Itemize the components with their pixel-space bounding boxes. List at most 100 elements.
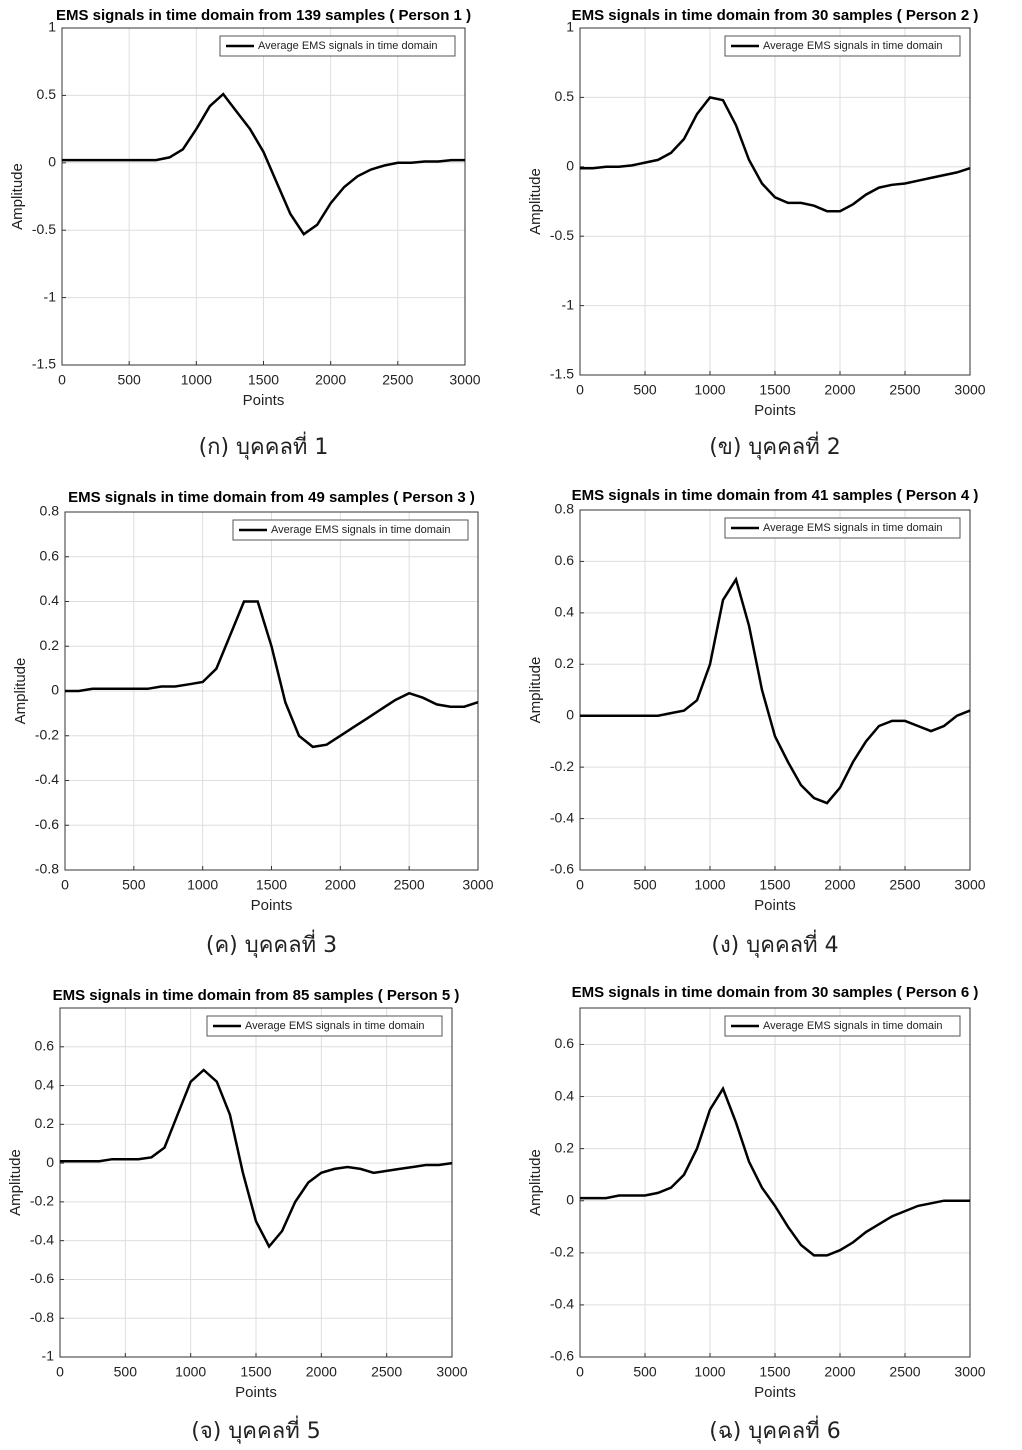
x-tick-label: 0 <box>576 1364 584 1380</box>
x-tick-label: 1500 <box>759 382 790 398</box>
figure-caption: (ข) บุคคลที่ 2 <box>709 431 841 460</box>
x-tick-label: 2500 <box>889 1364 920 1380</box>
legend-text: Average EMS signals in time domain <box>763 40 943 52</box>
y-tick-label: 0 <box>46 1154 54 1170</box>
x-tick-label: 3000 <box>954 877 985 893</box>
y-axis-label: Amplitude <box>12 658 29 725</box>
x-tick-label: 3000 <box>954 382 985 398</box>
y-tick-label: 0.4 <box>555 1087 575 1103</box>
y-tick-label: -0.2 <box>35 726 59 742</box>
x-tick-label: 1000 <box>694 382 725 398</box>
chart-title: EMS signals in time domain from 41 sampl… <box>572 487 979 504</box>
y-tick-label: -0.8 <box>35 861 59 877</box>
y-axis-label: Amplitude <box>527 168 544 235</box>
chart-title: EMS signals in time domain from 30 sampl… <box>572 7 979 24</box>
x-tick-label: 2000 <box>325 877 356 893</box>
legend-text: Average EMS signals in time domain <box>245 1020 425 1032</box>
y-tick-label: 0.4 <box>555 604 575 620</box>
x-tick-label: 2500 <box>394 877 425 893</box>
chart-title: EMS signals in time domain from 139 samp… <box>56 7 471 24</box>
x-tick-label: 2000 <box>824 1364 855 1380</box>
y-tick-label: 0.2 <box>555 1139 575 1155</box>
legend-text: Average EMS signals in time domain <box>763 522 943 534</box>
y-axis-label: Amplitude <box>9 163 26 230</box>
x-tick-label: 500 <box>122 877 146 893</box>
x-axis-label: Points <box>235 1384 277 1401</box>
y-tick-label: 0.5 <box>37 86 57 102</box>
y-tick-label: 0.2 <box>35 1115 55 1131</box>
y-tick-label: 0.8 <box>40 503 60 519</box>
y-tick-label: 0.6 <box>555 552 575 568</box>
y-tick-label: 0.6 <box>35 1037 55 1053</box>
figure-caption: (ค) บุคคลที่ 3 <box>206 929 337 958</box>
x-tick-label: 500 <box>117 372 141 388</box>
chart-panel: -0.8-0.6-0.4-0.200.20.40.60.805001000150… <box>12 489 494 958</box>
x-tick-label: 500 <box>633 1364 657 1380</box>
x-tick-label: 1500 <box>759 877 790 893</box>
y-tick-label: 0 <box>51 682 59 698</box>
x-tick-label: 500 <box>633 877 657 893</box>
y-tick-label: -1 <box>44 288 57 304</box>
y-tick-label: -1.5 <box>32 356 56 372</box>
x-axis-label: Points <box>754 402 796 419</box>
x-tick-label: 1000 <box>175 1364 206 1380</box>
y-tick-label: -0.2 <box>550 758 574 774</box>
figure-caption: (ก) บุคคลที่ 1 <box>199 431 329 460</box>
x-tick-label: 3000 <box>436 1364 467 1380</box>
chart-title: EMS signals in time domain from 49 sampl… <box>68 489 475 506</box>
x-tick-label: 0 <box>58 372 66 388</box>
y-tick-label: -1 <box>562 296 575 312</box>
x-tick-label: 1500 <box>256 877 287 893</box>
chart-panel: -1.5-1-0.500.51050010001500200025003000A… <box>9 7 481 460</box>
x-tick-label: 0 <box>61 877 69 893</box>
y-tick-label: -0.4 <box>550 1296 574 1312</box>
x-axis-label: Points <box>754 1384 796 1401</box>
x-tick-label: 1000 <box>694 877 725 893</box>
y-tick-label: 0 <box>48 154 56 170</box>
chart-title: EMS signals in time domain from 30 sampl… <box>572 984 979 1001</box>
x-tick-label: 1000 <box>181 372 212 388</box>
chart-panel: -1-0.8-0.6-0.4-0.200.20.40.6050010001500… <box>7 987 468 1444</box>
y-tick-label: 0.5 <box>555 88 575 104</box>
x-axis-label: Points <box>754 897 796 914</box>
x-tick-label: 2500 <box>889 877 920 893</box>
x-tick-label: 2500 <box>382 372 413 388</box>
x-tick-label: 1500 <box>759 1364 790 1380</box>
y-tick-label: -0.6 <box>30 1270 54 1286</box>
x-tick-label: 1500 <box>240 1364 271 1380</box>
chart-panel: -1.5-1-0.500.51050010001500200025003000A… <box>527 7 986 460</box>
x-tick-label: 1500 <box>248 372 279 388</box>
y-tick-label: 0.4 <box>35 1076 55 1092</box>
x-tick-label: 0 <box>56 1364 64 1380</box>
y-tick-label: 0.4 <box>40 592 60 608</box>
y-tick-label: 0.6 <box>40 547 60 563</box>
chart-title: EMS signals in time domain from 85 sampl… <box>53 987 460 1004</box>
chart-panel: -0.6-0.4-0.200.20.40.60.8050010001500200… <box>527 487 986 958</box>
x-tick-label: 2000 <box>824 382 855 398</box>
x-tick-label: 2500 <box>889 382 920 398</box>
x-tick-label: 1000 <box>187 877 218 893</box>
y-tick-label: 0.2 <box>555 655 575 671</box>
chart-panel: -0.6-0.4-0.200.20.40.6050010001500200025… <box>527 984 986 1444</box>
x-axis-label: Points <box>243 392 285 409</box>
y-tick-label: -0.6 <box>550 1348 574 1364</box>
x-tick-label: 1000 <box>694 1364 725 1380</box>
x-axis-label: Points <box>251 897 293 914</box>
y-tick-label: 0 <box>566 706 574 722</box>
x-tick-label: 500 <box>114 1364 138 1380</box>
y-tick-label: 0 <box>566 158 574 174</box>
figure-caption: (ฉ) บุคคลที่ 6 <box>709 1415 841 1444</box>
legend-text: Average EMS signals in time domain <box>258 40 438 52</box>
y-tick-label: -0.4 <box>30 1231 54 1247</box>
y-tick-label: -0.4 <box>35 771 59 787</box>
x-tick-label: 3000 <box>954 1364 985 1380</box>
y-tick-label: -0.2 <box>30 1193 54 1209</box>
y-tick-label: -1.5 <box>550 366 574 382</box>
legend-text: Average EMS signals in time domain <box>271 524 451 536</box>
figure-caption: (ง) บุคคลที่ 4 <box>711 929 838 958</box>
x-tick-label: 2000 <box>306 1364 337 1380</box>
y-axis-label: Amplitude <box>7 1149 24 1216</box>
x-tick-label: 3000 <box>449 372 480 388</box>
y-tick-label: -0.6 <box>35 816 59 832</box>
x-tick-label: 2000 <box>315 372 346 388</box>
